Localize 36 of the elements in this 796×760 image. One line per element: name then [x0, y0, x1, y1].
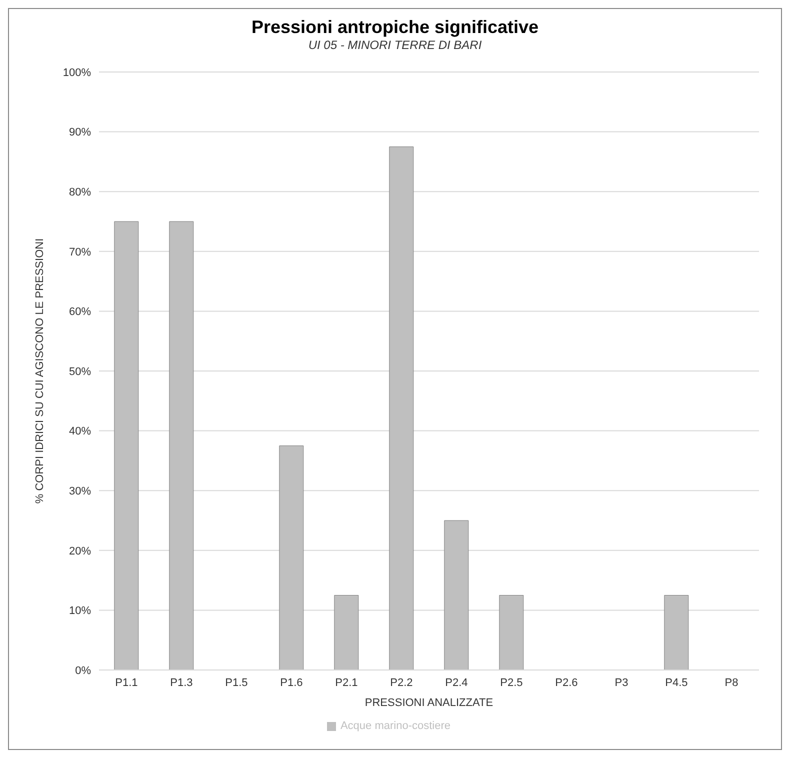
y-tick-label: 50%	[68, 366, 92, 378]
y-tick-label: 0%	[75, 664, 92, 677]
y-tick-label: 20%	[68, 545, 92, 558]
x-tick-label: P2.4	[445, 676, 468, 689]
x-tick-label: P1.1	[115, 676, 138, 689]
x-tick-label: P3	[614, 676, 628, 689]
x-tick-label: P2.6	[555, 676, 578, 689]
y-tick-label: 40%	[68, 426, 92, 438]
x-tick-label: P4.5	[665, 676, 688, 689]
bar	[444, 520, 469, 670]
x-tick-label: P2.1	[335, 676, 358, 689]
y-tick-label: 30%	[68, 486, 92, 498]
bar	[169, 221, 194, 670]
x-tick-label: P2.2	[390, 676, 413, 689]
x-tick-label: P2.5	[500, 676, 523, 689]
legend-label: Acque marino-costiere	[340, 720, 451, 732]
bar	[279, 446, 304, 670]
y-axis-title: % CORPI IDRICI SU CUI AGISCONO LE PRESSIONI	[34, 238, 46, 504]
y-tick-label: 100%	[62, 66, 92, 79]
x-tick-label: P8	[724, 676, 738, 689]
bar	[114, 221, 139, 670]
y-tick-label: 70%	[68, 246, 92, 258]
y-tick-label: 90%	[68, 126, 92, 139]
x-tick-label: P1.3	[170, 676, 193, 689]
bar	[334, 595, 359, 670]
y-tick-label: 80%	[68, 186, 92, 199]
bar	[664, 595, 689, 670]
x-tick-label: P1.5	[225, 676, 248, 689]
y-tick-label: 10%	[68, 605, 92, 618]
x-tick-label: P1.6	[280, 676, 303, 689]
y-tick-label: 60%	[68, 306, 92, 318]
bar	[499, 595, 524, 670]
chart-subtitle: UI 05 - MINORI TERRE DI BARI	[307, 38, 483, 52]
bar	[389, 146, 414, 670]
chart-title: Pressioni antropiche significative	[250, 17, 540, 38]
x-axis-title: PRESSIONI ANALIZZATE	[364, 697, 494, 709]
